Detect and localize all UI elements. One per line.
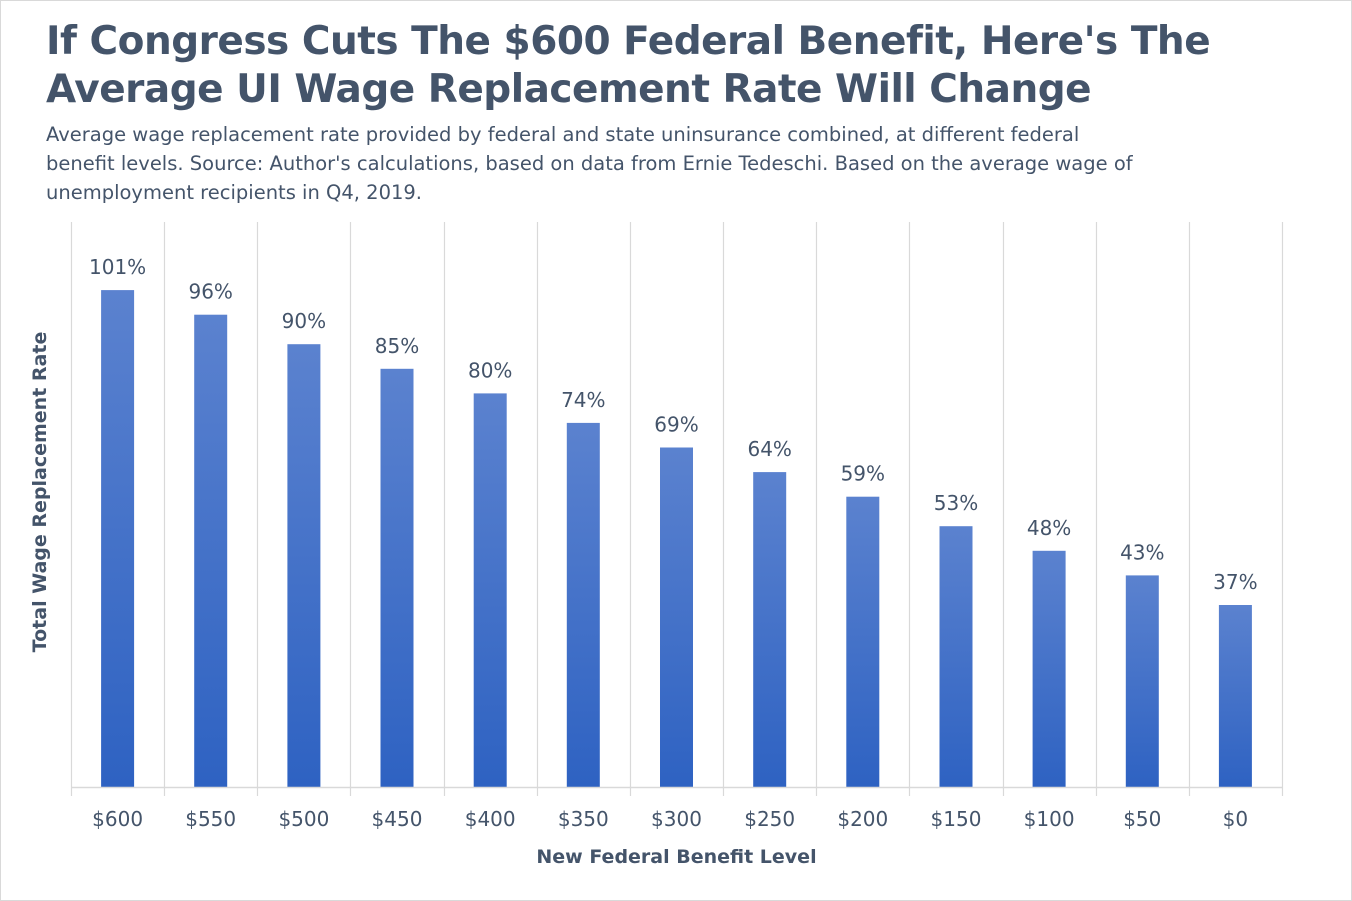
bar-8 (846, 496, 880, 787)
data-label-3: 85% (375, 334, 419, 358)
x-tick-label-6: $300 (651, 807, 702, 831)
bar-2 (287, 344, 321, 787)
x-tick-label-4: $400 (465, 807, 516, 831)
x-tick-label-9: $150 (931, 807, 982, 831)
x-tick-label-10: $100 (1024, 807, 1075, 831)
x-tick-label-2: $500 (278, 807, 329, 831)
data-labels: 101% 96% 90% 85% 80% 74% 69% 64% 59% 53% 48% 43% 37% (89, 255, 1258, 594)
chart-subtitle: Average wage replacement rate provided b… (46, 123, 1133, 204)
x-tick-label-7: $250 (744, 807, 795, 831)
bar-7 (753, 472, 787, 787)
data-label-6: 69% (654, 413, 698, 437)
data-label-5: 74% (561, 388, 605, 412)
data-label-11: 43% (1120, 540, 1164, 564)
x-tick-label-1: $550 (185, 807, 236, 831)
bar-5 (566, 422, 600, 787)
x-tick-label-8: $200 (837, 807, 888, 831)
data-label-12: 37% (1213, 570, 1257, 594)
bar-11 (1125, 575, 1159, 787)
data-label-0: 101% (89, 255, 146, 279)
data-label-8: 59% (841, 462, 885, 486)
x-tick-labels: $600 $550 $500 $450 $400 $350 $300 $250 $200 $150… (92, 807, 1248, 831)
bars (101, 290, 1252, 787)
x-tick-label-11: $50 (1123, 807, 1161, 831)
bar-9 (939, 526, 973, 787)
x-tick-label-12: $0 (1223, 807, 1248, 831)
data-label-10: 48% (1027, 516, 1071, 540)
x-tick-label-5: $350 (558, 807, 609, 831)
x-tick-label-3: $450 (372, 807, 423, 831)
x-axis-title: New Federal Benefit Level (536, 846, 816, 868)
bar-6 (660, 447, 693, 787)
bar-4 (473, 393, 507, 787)
chart-title: If Congress Cuts The $600 Federal Benefi… (46, 19, 1211, 112)
data-label-1: 96% (188, 280, 232, 304)
bar-12 (1218, 605, 1252, 787)
bar-10 (1032, 550, 1066, 787)
bar-3 (380, 368, 414, 787)
data-label-4: 80% (468, 358, 512, 382)
gridlines (70, 222, 1284, 796)
data-label-9: 53% (934, 491, 978, 515)
bar-1 (194, 314, 228, 787)
data-label-7: 64% (747, 437, 791, 461)
data-label-2: 90% (282, 309, 326, 333)
bar-0 (101, 290, 135, 787)
y-axis-title: Total Wage Replacement Rate (29, 332, 51, 653)
x-tick-label-0: $600 (92, 807, 143, 831)
